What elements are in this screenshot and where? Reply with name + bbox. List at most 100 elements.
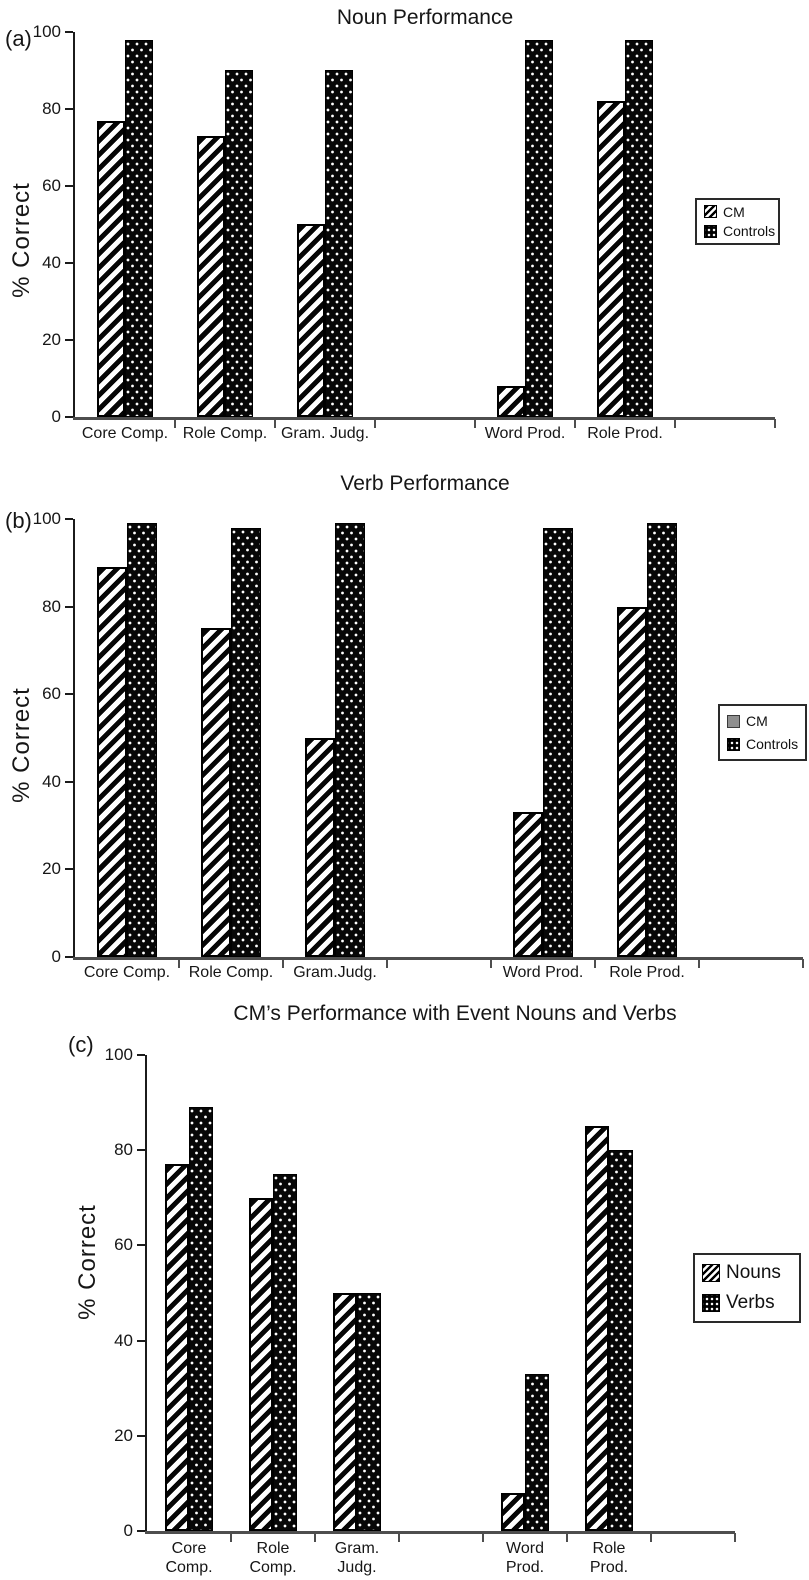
x-category-label: Word Prod. bbox=[505, 1540, 545, 1576]
legend-item-verbs: Verbs bbox=[702, 1292, 799, 1314]
legend-item-controls: Controls bbox=[704, 223, 778, 239]
x-category-label: Word Prod. bbox=[484, 425, 566, 442]
hatch-swatch-icon bbox=[704, 205, 717, 219]
bar-nouns-role-prod bbox=[585, 1126, 609, 1531]
chart-title: Noun Performance bbox=[336, 6, 514, 29]
bar-verbs-role-prod bbox=[609, 1150, 633, 1531]
x-tick bbox=[374, 419, 376, 428]
bar-controls-role-prod bbox=[625, 40, 653, 417]
x-tick bbox=[698, 959, 700, 968]
bar-nouns-word-prod bbox=[501, 1493, 525, 1531]
x-category-label: Core Comp. bbox=[83, 964, 171, 981]
x-category-label: Role Comp. bbox=[188, 964, 274, 981]
legend-label: Controls bbox=[723, 223, 776, 240]
x-tick bbox=[650, 1533, 652, 1542]
y-axis bbox=[73, 519, 75, 960]
x-category-label: Word Prod. bbox=[502, 964, 584, 981]
bar-cm-role-prod bbox=[617, 607, 647, 957]
x-tick bbox=[274, 419, 276, 428]
bar-controls-role-comp bbox=[225, 70, 253, 417]
x-tick bbox=[674, 419, 676, 428]
x-tick bbox=[734, 1533, 736, 1542]
y-tick-label: 0 bbox=[51, 947, 61, 966]
y-tick-label: 0 bbox=[123, 1521, 133, 1540]
y-tick bbox=[65, 956, 73, 958]
y-axis-label: % Correct bbox=[74, 1204, 101, 1320]
x-category-label: Core Comp. bbox=[81, 425, 169, 442]
panel-noun-performance: Noun Performance (a) % Correct CM Contro… bbox=[0, 0, 809, 460]
legend-label: Nouns bbox=[726, 1262, 781, 1284]
y-tick-label: 20 bbox=[42, 330, 61, 349]
panel-letter: (b) bbox=[5, 508, 32, 533]
y-tick bbox=[65, 339, 73, 341]
y-tick bbox=[137, 1149, 145, 1152]
legend-item-cm: CM bbox=[727, 713, 805, 729]
dots-swatch-icon bbox=[704, 224, 717, 238]
y-tick-label: 60 bbox=[114, 1235, 133, 1255]
legend-label: Controls bbox=[746, 736, 799, 752]
bar-controls-core-comp bbox=[125, 40, 153, 417]
bar-nouns-gram-judg bbox=[333, 1293, 357, 1531]
x-tick bbox=[230, 1533, 232, 1542]
y-tick bbox=[137, 1530, 145, 1532]
bar-controls-core-comp bbox=[127, 523, 157, 957]
y-axis bbox=[145, 1055, 147, 1534]
legend-label: Verbs bbox=[726, 1291, 775, 1313]
x-tick bbox=[802, 959, 804, 968]
bar-verbs-core-comp bbox=[189, 1107, 213, 1531]
y-tick bbox=[137, 1244, 145, 1247]
y-tick bbox=[65, 780, 73, 783]
y-tick bbox=[137, 1339, 145, 1342]
y-tick bbox=[65, 185, 73, 187]
x-tick bbox=[178, 959, 180, 968]
bar-nouns-role-comp bbox=[249, 1198, 273, 1531]
panel-letter: (a) bbox=[5, 26, 32, 51]
y-tick-label: 60 bbox=[42, 684, 61, 704]
y-tick bbox=[137, 1434, 145, 1437]
x-tick bbox=[594, 959, 596, 968]
panel-verb-performance: Verb Performance (b) % Correct CM Contro… bbox=[0, 460, 809, 990]
y-tick-label: 40 bbox=[114, 1330, 133, 1350]
bar-controls-word-prod bbox=[543, 528, 573, 957]
y-tick-label: 0 bbox=[51, 407, 61, 426]
y-tick-label: 20 bbox=[42, 859, 61, 879]
legend-label: CM bbox=[746, 713, 768, 729]
y-tick bbox=[137, 1054, 145, 1056]
bar-verbs-gram-judg bbox=[357, 1293, 381, 1531]
y-tick-label: 80 bbox=[42, 99, 61, 118]
x-category-label: Role Prod. bbox=[587, 425, 663, 442]
hatch-swatch-icon bbox=[702, 1264, 720, 1283]
x-category-label: Core Comp. bbox=[165, 1540, 213, 1576]
x-tick bbox=[474, 419, 476, 428]
y-tick-label: 40 bbox=[42, 253, 61, 272]
dots-swatch-icon bbox=[727, 737, 740, 751]
x-tick bbox=[174, 419, 176, 428]
bar-cm-role-comp bbox=[201, 628, 231, 957]
panel-letter: (c) bbox=[68, 1032, 94, 1057]
y-tick bbox=[65, 108, 73, 110]
bar-nouns-core-comp bbox=[165, 1164, 189, 1531]
x-category-label: Gram. Judg. bbox=[334, 1540, 380, 1576]
x-tick bbox=[386, 959, 388, 968]
gray-swatch-icon bbox=[727, 714, 740, 728]
y-tick-label: 40 bbox=[42, 771, 61, 791]
bar-verbs-word-prod bbox=[525, 1374, 549, 1531]
x-axis bbox=[73, 957, 803, 960]
bar-cm-word-prod bbox=[497, 386, 525, 417]
x-tick bbox=[566, 1533, 568, 1542]
bar-cm-gram-judg bbox=[297, 224, 325, 417]
dots-swatch-icon bbox=[702, 1293, 720, 1312]
y-tick-label: 80 bbox=[42, 596, 61, 616]
bar-cm-gram-judg bbox=[305, 738, 335, 957]
y-tick bbox=[65, 605, 73, 608]
legend-item-nouns: Nouns bbox=[702, 1262, 799, 1284]
x-tick bbox=[482, 1533, 484, 1542]
bar-cm-core-comp bbox=[97, 567, 127, 957]
y-tick bbox=[65, 31, 73, 33]
x-category-label: Role Comp. bbox=[182, 425, 268, 442]
y-axis-label: % Correct bbox=[8, 182, 35, 298]
legend: CM Controls bbox=[695, 198, 780, 245]
bar-cm-core-comp bbox=[97, 121, 125, 417]
legend: CM Controls bbox=[718, 704, 807, 761]
bar-cm-role-comp bbox=[197, 136, 225, 417]
